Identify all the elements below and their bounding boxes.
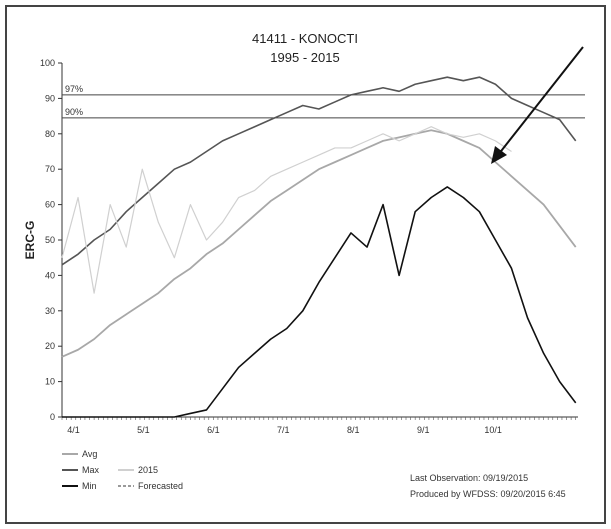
series-line-max (61, 76, 577, 266)
y-tick-label: 0 (50, 412, 55, 422)
last-observation-note: Last Observation: 09/19/2015 (410, 473, 528, 483)
reference-line-label: 97% (65, 84, 83, 94)
legend-label-forecasted: Forecasted (138, 481, 183, 491)
series-line-min (62, 186, 577, 418)
chart-frame (5, 5, 606, 524)
y-tick-label: 20 (45, 341, 55, 351)
y-tick-label: 40 (45, 270, 55, 280)
legend-label-2015: 2015 (138, 465, 158, 475)
x-tick-label: 10/1 (484, 425, 502, 435)
legend: Avg Max 2015 Min Forecasted (62, 449, 183, 491)
y-tick-label: 30 (45, 306, 55, 316)
x-tick-label: 4/1 (67, 425, 80, 435)
annotation-arrow (491, 46, 584, 164)
x-tick-label: 9/1 (417, 425, 430, 435)
y-tick-label: 90 (45, 93, 55, 103)
y-tick-label: 80 (45, 129, 55, 139)
x-tick-label: 8/1 (347, 425, 360, 435)
reference-line-label: 90% (65, 107, 83, 117)
produced-by-note: Produced by WFDSS: 09/20/2015 6:45 (410, 489, 566, 499)
legend-label-min: Min (82, 481, 97, 491)
y-tick-label: 60 (45, 200, 55, 210)
y-tick-label: 50 (45, 235, 55, 245)
plot-area: 0 10 20 30 40 50 60 70 80 90 100 4/1 5/1 6/1 7/1 8/1 9/1… (40, 58, 585, 435)
chart-title: 41411 - KONOCTI (252, 31, 358, 46)
series-line-2015 (61, 126, 512, 294)
chart-subtitle: 1995 - 2015 (270, 50, 339, 65)
x-tick-label: 6/1 (207, 425, 220, 435)
x-tick-label: 5/1 (137, 425, 150, 435)
legend-label-avg: Avg (82, 449, 97, 459)
series-line-avg (61, 129, 577, 358)
legend-label-max: Max (82, 465, 100, 475)
y-tick-label: 100 (40, 58, 55, 68)
y-tick-label: 10 (45, 377, 55, 387)
y-axis-label: ERC-G (23, 221, 37, 260)
x-tick-label: 7/1 (277, 425, 290, 435)
y-tick-label: 70 (45, 164, 55, 174)
